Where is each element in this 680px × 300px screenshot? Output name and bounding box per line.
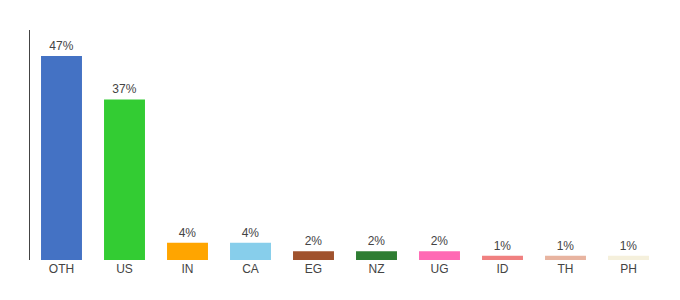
svg-text:4%: 4% [179,226,197,240]
svg-text:US: US [116,262,133,276]
svg-text:PH: PH [620,262,637,276]
svg-text:2%: 2% [368,234,386,248]
svg-text:1%: 1% [494,239,512,253]
svg-text:NZ: NZ [369,262,385,276]
svg-text:4%: 4% [242,226,260,240]
svg-text:OTH: OTH [49,262,74,276]
svg-text:UG: UG [431,262,449,276]
svg-text:EG: EG [305,262,322,276]
svg-text:37%: 37% [112,82,136,96]
svg-text:1%: 1% [620,239,638,253]
svg-text:IN: IN [182,262,194,276]
svg-text:CA: CA [242,262,259,276]
svg-text:ID: ID [497,262,509,276]
svg-text:47%: 47% [49,39,73,53]
svg-text:2%: 2% [431,234,449,248]
svg-text:TH: TH [558,262,574,276]
svg-text:1%: 1% [557,239,575,253]
svg-text:2%: 2% [305,234,323,248]
